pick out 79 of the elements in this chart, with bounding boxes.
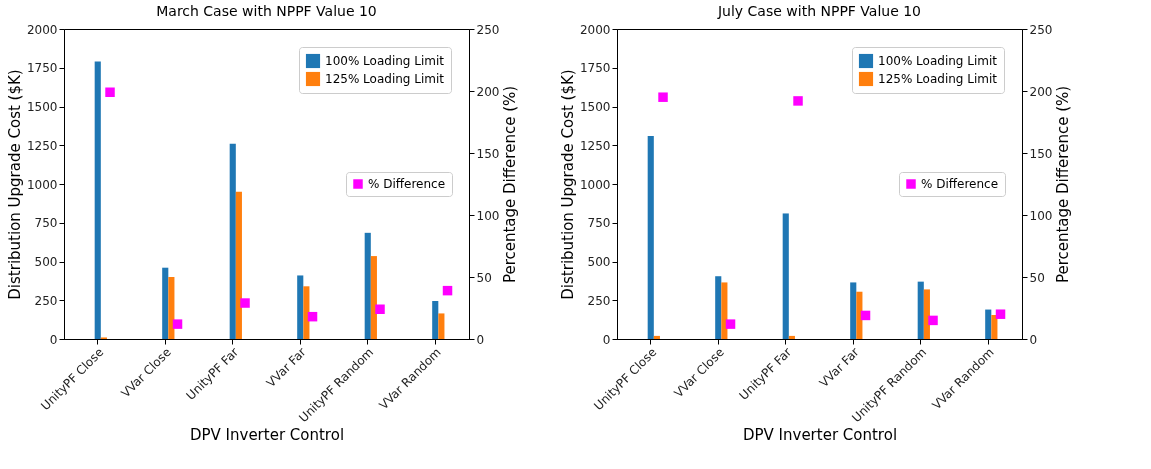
y2-tick-label: 50 bbox=[1029, 270, 1045, 285]
y-axis-title: Distribution Upgrade Cost ($K) bbox=[5, 69, 24, 300]
bar bbox=[715, 276, 722, 339]
bar bbox=[229, 143, 236, 339]
bar bbox=[297, 275, 304, 339]
bar bbox=[850, 282, 857, 339]
bar bbox=[364, 232, 371, 339]
y-tick-label: 0 bbox=[49, 332, 58, 347]
legend-label: 125% Loading Limit bbox=[325, 72, 445, 86]
bar bbox=[432, 301, 439, 339]
bar bbox=[370, 256, 377, 339]
point bbox=[105, 87, 115, 97]
bar bbox=[168, 277, 175, 339]
bar bbox=[782, 213, 789, 339]
x-axis-title: DPV Inverter Control bbox=[742, 426, 898, 445]
bar bbox=[162, 267, 169, 339]
chart-title: March Case with NPPF Value 10 bbox=[156, 3, 377, 19]
bar bbox=[235, 191, 242, 339]
y-tick-label: 0 bbox=[602, 332, 611, 347]
legend-label: 100% Loading Limit bbox=[325, 54, 445, 68]
y-tick-label: 250 bbox=[34, 293, 58, 308]
bar bbox=[788, 335, 795, 339]
y2-tick-label: 50 bbox=[476, 270, 492, 285]
y2-tick-label: 100 bbox=[1029, 208, 1053, 223]
bar bbox=[985, 309, 992, 339]
y-tick-label: 1500 bbox=[26, 100, 58, 114]
y2-tick-label: 0 bbox=[1029, 332, 1038, 347]
y-tick-label: 2000 bbox=[579, 22, 611, 37]
bar bbox=[923, 289, 930, 339]
point bbox=[860, 310, 871, 321]
point bbox=[442, 285, 453, 296]
y-tick-label: 1250 bbox=[26, 138, 58, 153]
y-axis-title: Distribution Upgrade Cost ($K) bbox=[558, 69, 577, 300]
legend-label: % Difference bbox=[368, 177, 446, 191]
y2-tick-label: 150 bbox=[476, 146, 500, 161]
point bbox=[793, 96, 803, 106]
y-tick-label: 750 bbox=[587, 216, 611, 231]
y-tick-label: 1250 bbox=[579, 138, 611, 153]
y-tick-label: 2000 bbox=[26, 22, 58, 37]
y-tick-label: 1500 bbox=[579, 100, 611, 114]
point bbox=[307, 311, 318, 322]
legend-label: 100% Loading Limit bbox=[878, 54, 998, 68]
y2-tick-label: 200 bbox=[1029, 84, 1053, 99]
bar bbox=[721, 282, 728, 339]
point bbox=[240, 298, 250, 308]
y-tick-label: 500 bbox=[34, 255, 58, 269]
bar bbox=[991, 314, 998, 339]
y2-tick-label: 0 bbox=[476, 332, 485, 347]
chart-title: July Case with NPPF Value 10 bbox=[716, 3, 922, 19]
point bbox=[375, 304, 385, 314]
bar bbox=[303, 286, 310, 339]
bar bbox=[917, 281, 924, 339]
legend-label: % Difference bbox=[921, 177, 999, 191]
y-tick-label: 250 bbox=[587, 293, 611, 308]
y2-tick-label: 250 bbox=[1029, 22, 1053, 37]
y2-tick-label: 200 bbox=[476, 84, 500, 99]
y-tick-label: 1000 bbox=[579, 177, 611, 192]
point bbox=[725, 319, 736, 329]
point bbox=[658, 92, 668, 102]
y2-axis-title: Percentage Difference (%) bbox=[1054, 85, 1073, 284]
point bbox=[172, 319, 183, 329]
legend-label: 125% Loading Limit bbox=[878, 72, 998, 86]
x-axis-title: DPV Inverter Control bbox=[189, 426, 345, 445]
y2-tick-label: 250 bbox=[476, 22, 500, 37]
bar bbox=[438, 313, 445, 339]
y-tick-label: 1750 bbox=[579, 61, 611, 76]
bar bbox=[856, 291, 863, 339]
y2-tick-label: 100 bbox=[476, 208, 500, 223]
y-tick-label: 1000 bbox=[26, 177, 58, 192]
y-tick-label: 1750 bbox=[26, 61, 58, 76]
y2-tick-label: 150 bbox=[1029, 146, 1053, 161]
bar bbox=[94, 61, 101, 339]
y-tick-label: 500 bbox=[587, 255, 611, 269]
bar bbox=[647, 135, 654, 339]
y2-axis-title: Percentage Difference (%) bbox=[501, 85, 520, 284]
y-tick-label: 750 bbox=[34, 216, 58, 231]
point bbox=[928, 315, 938, 326]
point bbox=[995, 309, 1006, 319]
bar bbox=[653, 335, 660, 339]
